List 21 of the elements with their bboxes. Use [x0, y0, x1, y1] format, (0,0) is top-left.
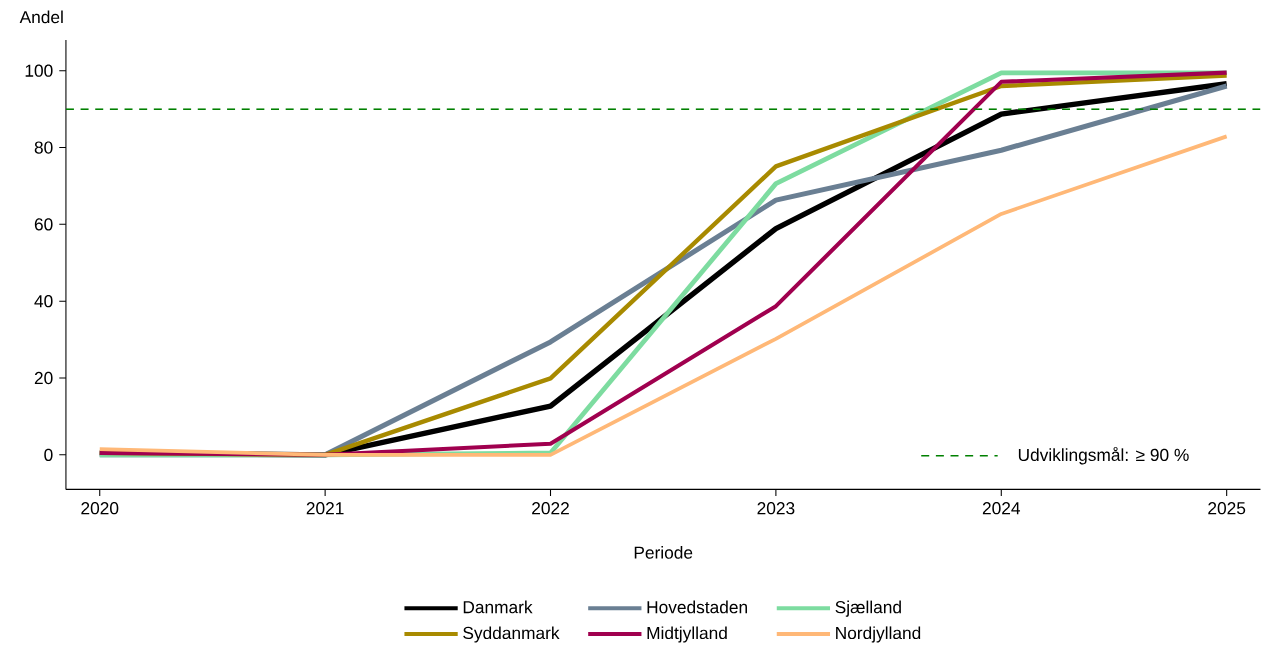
legend-label: Midtjylland [647, 626, 727, 643]
y-tick-label: 100 [25, 64, 53, 77]
legend-label: Syddanmark [463, 626, 560, 643]
x-tick-label: 2021 [306, 502, 344, 515]
legend-label: Sjælland [835, 600, 901, 617]
y-axis-title: Andel [19, 10, 63, 24]
legend-label: Danmark [463, 600, 533, 614]
y-tick-label: 40 [34, 294, 53, 308]
x-tick-label: 2020 [81, 502, 119, 515]
x-tick-label: 2022 [532, 502, 569, 515]
x-tick-label: 2024 [982, 502, 1021, 515]
x-axis-title: Periode [634, 545, 693, 559]
x-tick-label: 2025 [1208, 502, 1246, 515]
legend-label: Udviklingsmål: ≥ 90 % [1018, 446, 1189, 465]
y-tick-label: 0 [44, 448, 53, 461]
y-tick-label: 60 [34, 218, 53, 231]
legend-label: Nordjylland [836, 626, 921, 643]
y-tick-label: 80 [34, 141, 53, 154]
y-tick-label: 20 [34, 371, 53, 385]
legend-label: Hovedstaden [647, 600, 747, 614]
x-tick-label: 2023 [757, 502, 795, 515]
